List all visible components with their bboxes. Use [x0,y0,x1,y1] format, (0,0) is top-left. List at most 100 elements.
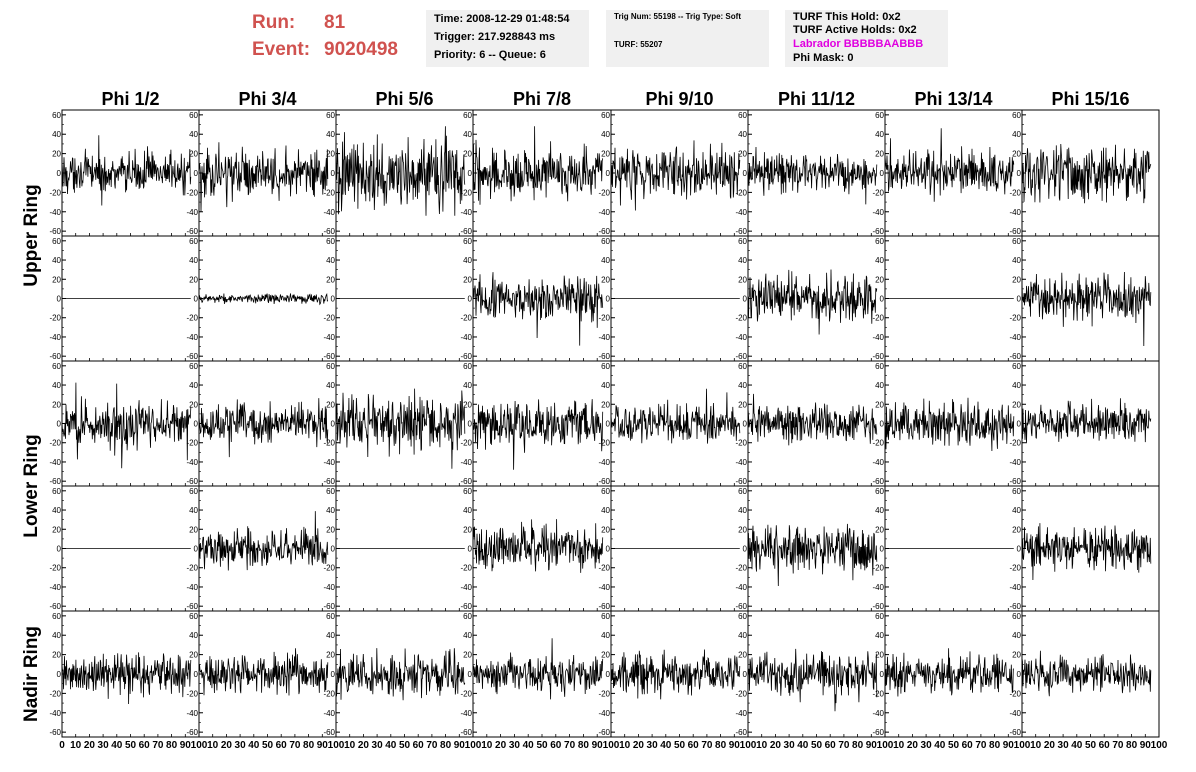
y-tick-label: -40 [872,333,884,342]
waveform-panel: -60 -40 -20 0 20 40 60 [598,235,749,362]
y-tick-label: 20 [463,525,472,534]
waveform-panel: -60 -40 -20 0 20 40 60 [186,360,337,487]
y-tick-label: 0 [194,420,199,429]
y-tick-label: 0 [606,169,611,178]
y-tick-label: -20 [735,188,747,197]
x-tick-label: 20 [633,740,645,751]
y-tick-label: -40 [598,458,610,467]
y-tick-label: 60 [875,237,884,246]
waveform-trace [747,523,878,587]
trigger-text: Trigger: 217.928843 ms [434,31,556,43]
y-tick-label: 20 [52,651,61,660]
waveform-trace [61,652,192,705]
waveform-panel: -60 -40 -20 0 20 40 60 [1009,109,1160,237]
y-tick-label: 0 [743,670,748,679]
y-tick-label: 0 [743,169,748,178]
y-tick-label: 40 [463,130,472,139]
y-tick-label: -40 [1009,709,1021,718]
y-tick-label: -60 [735,728,747,737]
turf-text: TURF: 55207 [614,40,663,49]
y-tick-label: -40 [186,583,198,592]
y-tick-label: 40 [1012,256,1021,265]
y-tick-label: 20 [738,275,747,284]
y-tick-label: 60 [463,362,472,371]
y-tick-label: 20 [601,400,610,409]
y-tick-label: -60 [49,728,61,737]
x-tick-label: 70 [975,740,987,751]
y-tick-label: 60 [875,487,884,496]
y-tick-label: -60 [49,227,61,236]
y-tick-label: -20 [1009,188,1021,197]
y-tick-label: -60 [49,352,61,361]
y-tick-label: 40 [875,130,884,139]
waveform-trace [335,126,466,216]
waveform-panel: -60 -40 -20 0 20 40 60 [186,109,337,237]
x-tick-label: 20 [1044,740,1056,751]
y-tick-label: 40 [52,130,61,139]
y-tick-label: -60 [186,602,198,611]
y-tick-label: -60 [186,227,198,236]
y-tick-label: 40 [875,631,884,640]
y-tick-label: -40 [49,333,61,342]
y-tick-label: -20 [872,188,884,197]
x-tick-label: 60 [825,740,837,751]
y-tick-label: 60 [52,612,61,621]
y-tick-label: -40 [735,208,747,217]
x-tick-label: 100 [603,740,620,751]
waveform-trace [747,269,878,335]
y-tick-label: 40 [1012,130,1021,139]
y-tick-label: -20 [735,314,747,323]
y-tick-label: -60 [872,227,884,236]
y-tick-label: 20 [601,651,610,660]
waveform-trace [472,399,604,470]
phi-mask-text: Phi Mask: 0 [793,52,854,64]
y-tick-label: 0 [194,295,199,304]
y-tick-label: -20 [1009,314,1021,323]
y-tick-label: -60 [598,227,610,236]
y-tick-label: 60 [1012,487,1021,496]
waveform-panel: -60 -40 -20 0 20 40 60 [49,485,200,612]
x-tick-label: 30 [372,740,384,751]
y-tick-label: -60 [598,477,610,486]
y-tick-label: 60 [463,612,472,621]
y-tick-label: -60 [735,602,747,611]
column-header: Phi 1/2 [101,89,159,109]
waveform-trace [610,140,741,211]
x-tick-label: 80 [989,740,1001,751]
event-label: Event: [252,39,311,60]
waveform-trace [747,648,878,712]
x-tick-label: 40 [523,740,535,751]
y-tick-label: -60 [323,728,335,737]
y-tick-label: -60 [872,728,884,737]
y-tick-label: -40 [49,583,61,592]
x-tick-label: 100 [740,740,757,751]
x-tick-label: 20 [221,740,233,751]
y-tick-label: 40 [463,631,472,640]
y-tick-label: 60 [1012,237,1021,246]
waveform-panel: -60 -40 -20 0 20 40 60 [1009,360,1160,487]
y-tick-label: 40 [1012,381,1021,390]
time-text: Time: 2008-12-29 01:48:54 [434,13,570,25]
x-tick-label: 10 [756,740,768,751]
y-tick-label: -20 [186,314,198,323]
column-header: Phi 13/14 [914,89,992,109]
waveform-panel: -60 -40 -20 0 20 40 60 [460,485,612,612]
time-info-box: Time: 2008-12-29 01:48:54 Trigger: 217.9… [426,10,589,67]
x-tick-label: 30 [509,740,521,751]
x-tick-label: 30 [921,740,933,751]
y-tick-label: -40 [872,458,884,467]
y-tick-label: 20 [463,150,472,159]
x-tick-label: 30 [235,740,247,751]
y-tick-label: 40 [463,256,472,265]
waveform-panel: -60 -40 -20 0 20 40 60 [323,109,474,237]
x-tick-label: 30 [784,740,796,751]
y-tick-label: 20 [189,525,198,534]
x-tick-label: 60 [1099,740,1111,751]
x-tick-label: 40 [797,740,809,751]
x-tick-label: 80 [303,740,315,751]
y-tick-label: 0 [606,420,611,429]
y-tick-label: -40 [1009,333,1021,342]
y-tick-label: 60 [326,487,335,496]
y-tick-label: 20 [463,651,472,660]
y-tick-label: 20 [875,525,884,534]
